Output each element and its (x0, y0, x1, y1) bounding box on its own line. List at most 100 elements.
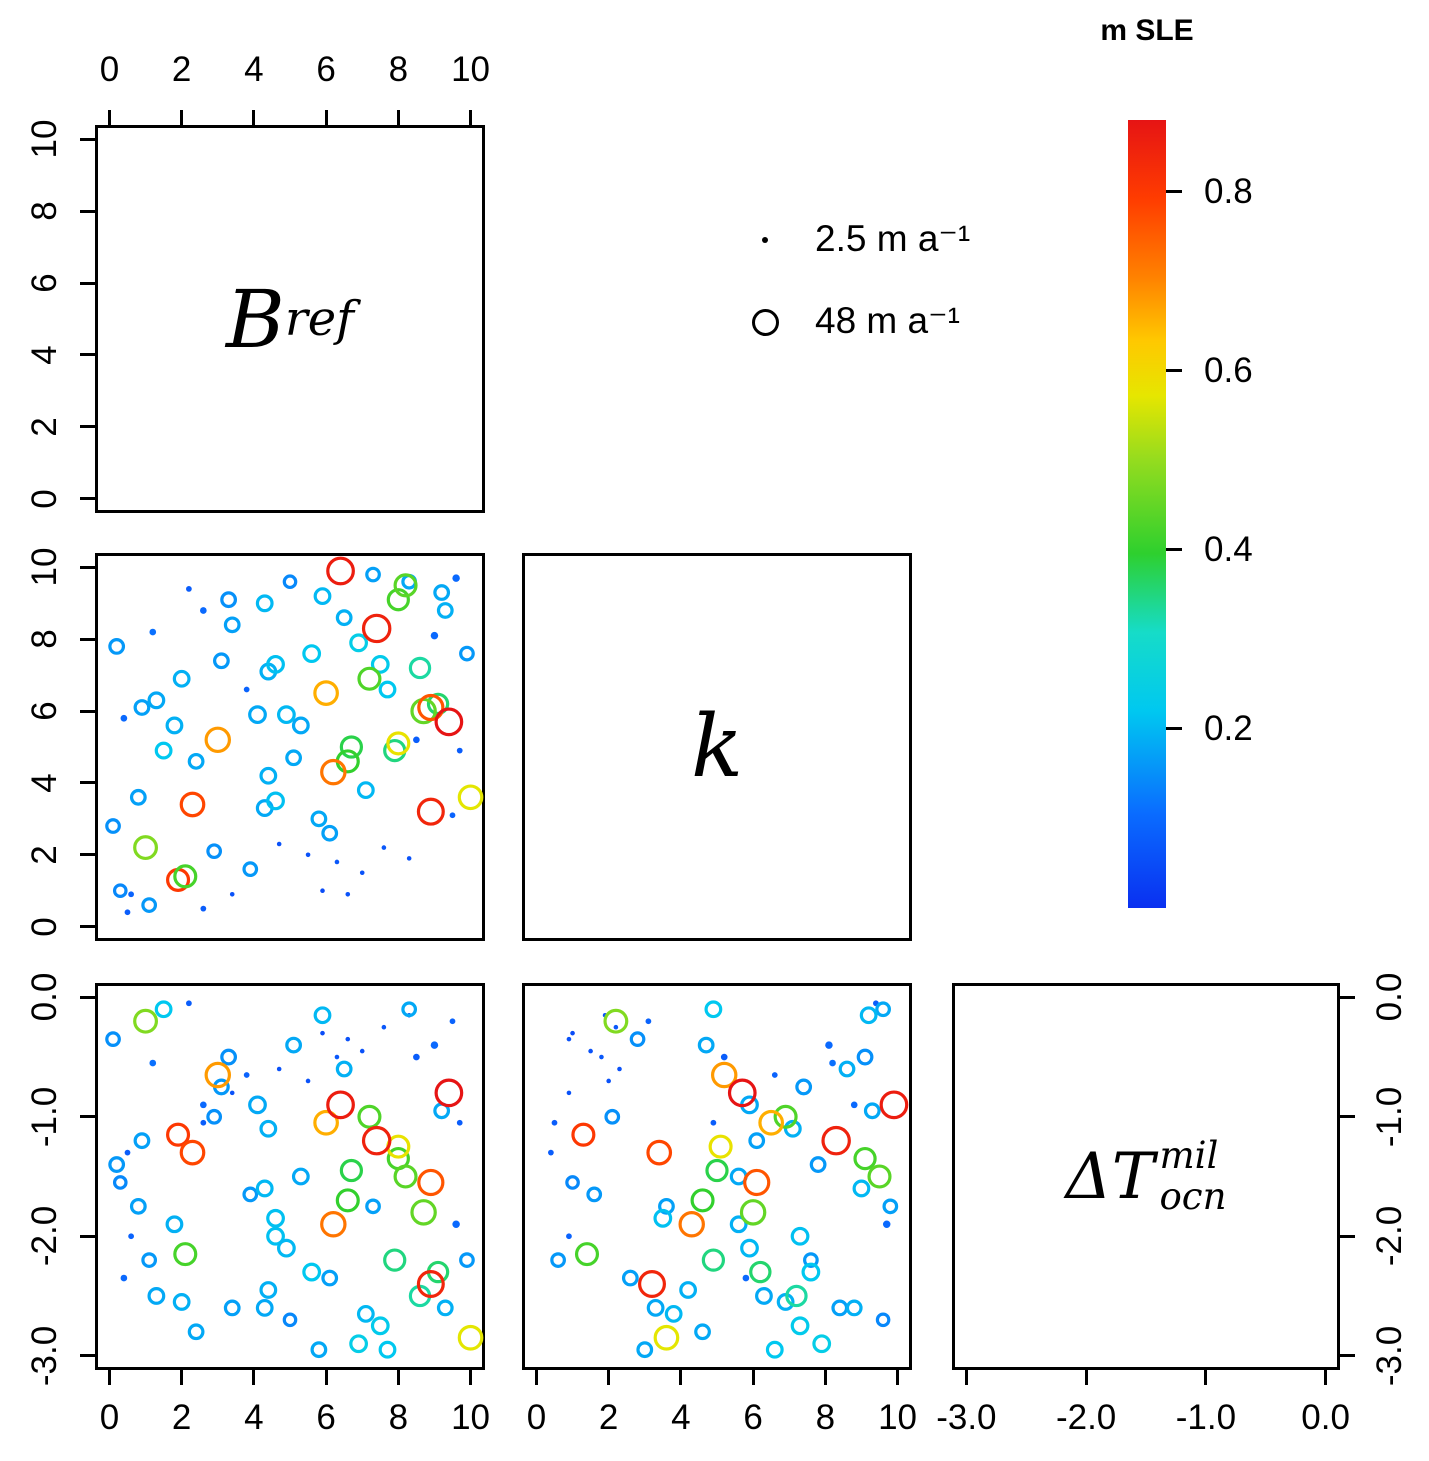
scatter-point (133, 1132, 151, 1150)
scatter-point (242, 861, 259, 878)
scatter-point (187, 752, 205, 770)
scatter-point (748, 1132, 766, 1150)
axis-tick-label: 0 (526, 1398, 547, 1437)
scatter-point (742, 1274, 750, 1282)
scatter-point (850, 1101, 858, 1109)
scatter-point (365, 1198, 381, 1215)
colorbar-tick-label: 0.6 (1204, 350, 1253, 390)
axis-tick (252, 1370, 256, 1385)
scatter-point (129, 1197, 147, 1215)
scatter-point (173, 1242, 198, 1267)
scatter-point (550, 1252, 566, 1268)
scatter-point (186, 1000, 192, 1007)
scatter-point (259, 1281, 278, 1299)
scatter-point (320, 758, 347, 786)
axis-tick-label: -3.0 (936, 1398, 997, 1437)
axis-tick-label: 4 (671, 1398, 691, 1437)
scatter-point (401, 1001, 418, 1018)
axis-tick (324, 1370, 328, 1385)
axis-tick (1340, 1354, 1355, 1358)
scatter-point (179, 1139, 206, 1166)
axis-tick (107, 1370, 111, 1385)
scatter-point (629, 1031, 646, 1048)
scatter-point (430, 631, 439, 640)
scatter-point (302, 1262, 322, 1282)
scatter-point (697, 1036, 715, 1054)
scatter-point (653, 1324, 680, 1351)
axis-tick (469, 1370, 473, 1385)
scatter-point (565, 1175, 580, 1190)
axis-tick-label: 8 (815, 1398, 836, 1437)
scatter-point (186, 586, 192, 592)
scatter-point (141, 1252, 158, 1268)
scatter-point (636, 1341, 654, 1359)
scatter-point (335, 609, 353, 627)
scatter-point (758, 1109, 785, 1136)
scatter-point (165, 1215, 184, 1234)
scatter-point (449, 1018, 456, 1025)
scatter-panel-k-vs-bref (95, 553, 485, 941)
scatter-point (206, 843, 223, 860)
scatter-point (829, 1059, 836, 1067)
scatter-point (436, 1299, 454, 1317)
scatter-point (266, 654, 285, 674)
scatter-point (393, 1164, 418, 1189)
axis-tick-label: 10 (451, 50, 491, 89)
axis-tick (80, 637, 95, 641)
scatter-point (326, 1090, 355, 1120)
scatter-point (617, 1066, 622, 1072)
scatter-point (801, 1262, 821, 1282)
scatter-point (285, 749, 303, 767)
colorbar-tick-label: 0.8 (1204, 171, 1253, 211)
legend-open-circle-symbol (752, 309, 779, 336)
axis-tick-label: 2 (25, 417, 64, 437)
scatter-point (449, 812, 456, 819)
scatter-point (166, 1122, 191, 1147)
scatter-point (393, 573, 418, 598)
axis-tick (252, 110, 256, 125)
scatter-point (410, 1199, 437, 1226)
scatter-point (701, 1248, 726, 1272)
axis-tick (1204, 1370, 1208, 1385)
scatter-point (133, 835, 159, 861)
legend-small-dot-symbol (762, 237, 768, 243)
scatter-point (653, 1208, 673, 1228)
scatter-point (120, 714, 128, 722)
scatter-point (566, 1090, 572, 1096)
axis-tick-label: 4 (244, 50, 264, 89)
scatter-point (704, 1000, 723, 1019)
scatter-point (413, 736, 420, 744)
scatter-point (690, 1188, 715, 1213)
scatter-point (727, 1078, 757, 1108)
scatter-point (223, 1299, 241, 1317)
scatter-point (305, 852, 311, 858)
axis-tick (80, 497, 95, 501)
diagonal-panel-k: k (522, 553, 912, 941)
scatter-point (321, 824, 339, 842)
axis-tick-label: 0 (25, 916, 64, 937)
axis-tick (823, 1370, 827, 1385)
scatter-point (349, 633, 369, 653)
scatter-point (664, 1304, 683, 1323)
axis-tick (80, 425, 95, 429)
axis-tick-label: 2 (171, 50, 192, 89)
scatter-point (613, 1024, 619, 1030)
axis-tick (80, 853, 95, 857)
scatter-point (710, 1119, 717, 1126)
axis-tick (1084, 1370, 1088, 1385)
colorbar-tick (1166, 190, 1182, 194)
scatter-point (875, 1312, 891, 1328)
axis-tick (896, 1370, 900, 1385)
axis-tick-label: 0 (25, 488, 64, 509)
scatter-point (173, 864, 198, 889)
axis-tick-label: -3.0 (25, 1325, 64, 1386)
scatter-point (356, 1304, 375, 1323)
axis-tick-label: -1.0 (1175, 1398, 1237, 1437)
scatter-point (285, 1036, 303, 1054)
scatter-point (370, 654, 390, 674)
scatter-point (408, 656, 432, 680)
scatter-point (313, 680, 339, 706)
scatter-point (220, 591, 238, 609)
scatter-point (206, 1108, 223, 1125)
axis-tick-label: 0 (99, 50, 120, 89)
